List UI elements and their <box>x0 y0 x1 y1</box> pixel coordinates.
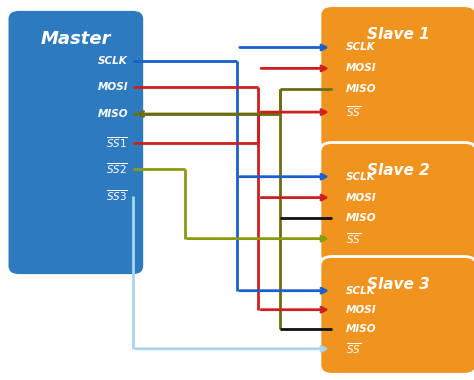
Text: Slave 1: Slave 1 <box>367 27 429 41</box>
FancyBboxPatch shape <box>320 142 474 264</box>
Text: $\overline{SS}$: $\overline{SS}$ <box>346 231 361 246</box>
Text: Slave 3: Slave 3 <box>367 277 429 292</box>
Text: $\overline{SS1}$: $\overline{SS1}$ <box>106 135 128 150</box>
Text: MOSI: MOSI <box>97 82 128 92</box>
FancyBboxPatch shape <box>7 10 145 276</box>
Text: MISO: MISO <box>97 109 128 119</box>
Text: Master: Master <box>41 30 111 48</box>
Text: MISO: MISO <box>346 324 377 334</box>
Text: SCLK: SCLK <box>346 172 376 182</box>
FancyBboxPatch shape <box>320 6 474 150</box>
Text: $\overline{SS}$: $\overline{SS}$ <box>346 105 361 119</box>
Text: $\overline{SS2}$: $\overline{SS2}$ <box>106 162 128 176</box>
Text: $\overline{SS}$: $\overline{SS}$ <box>346 342 361 356</box>
Text: MOSI: MOSI <box>346 63 377 73</box>
FancyBboxPatch shape <box>320 256 474 374</box>
Text: SCLK: SCLK <box>346 43 376 52</box>
Text: Slave 2: Slave 2 <box>367 163 429 178</box>
Text: SCLK: SCLK <box>346 286 376 296</box>
Text: SCLK: SCLK <box>98 56 128 66</box>
Text: MISO: MISO <box>346 84 377 94</box>
Text: MOSI: MOSI <box>346 305 377 315</box>
Text: MISO: MISO <box>346 213 377 223</box>
Text: $\overline{SS3}$: $\overline{SS3}$ <box>106 188 128 203</box>
Text: MOSI: MOSI <box>346 193 377 203</box>
